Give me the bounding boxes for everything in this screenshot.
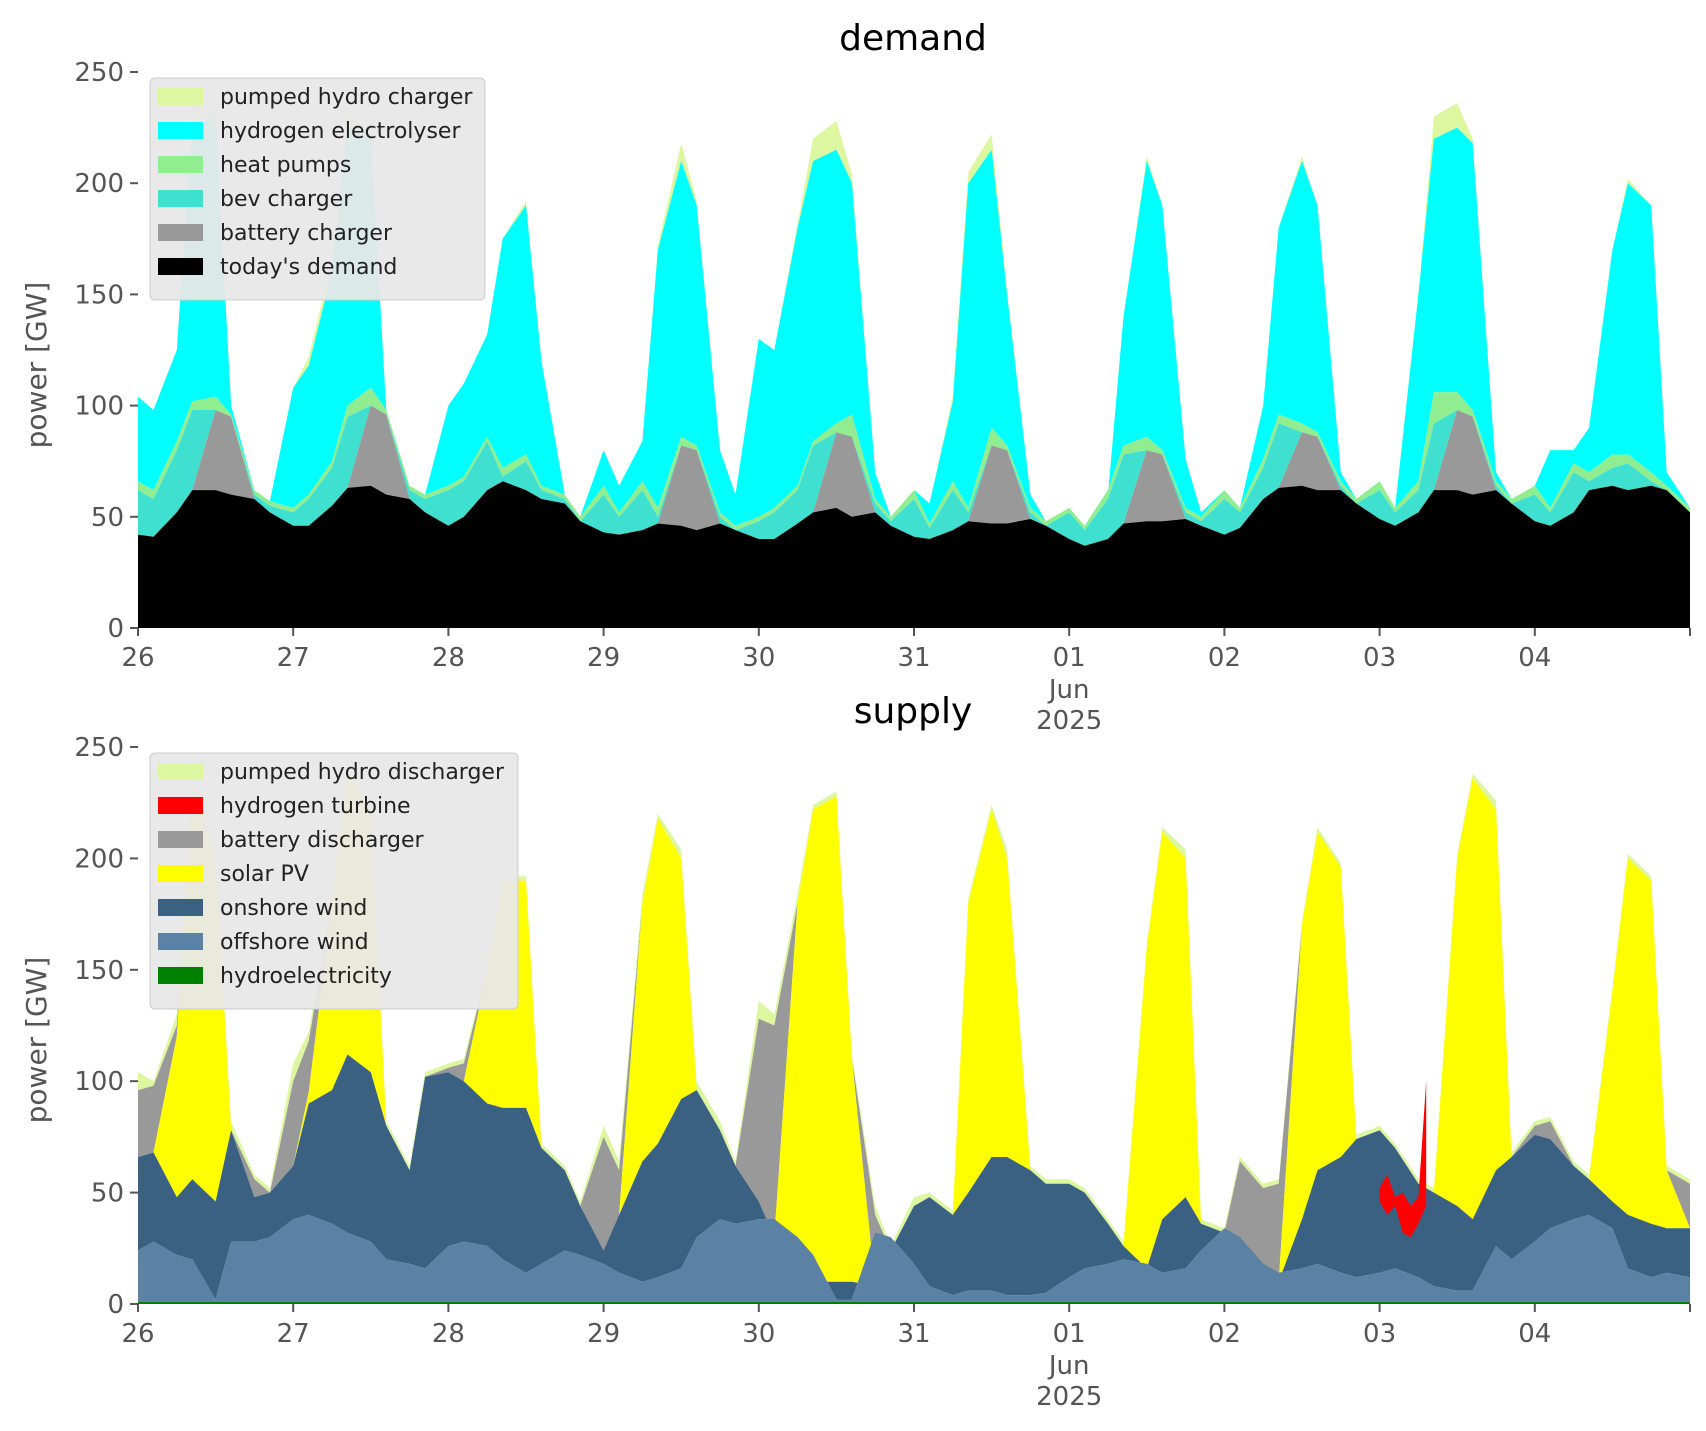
demand-areas bbox=[138, 103, 1690, 628]
supply-xtick-label: 31 bbox=[897, 1319, 930, 1349]
supply-legend-swatch bbox=[158, 967, 203, 984]
supply-ytick-label: 150 bbox=[74, 956, 124, 986]
supply-legend-swatch bbox=[158, 831, 203, 848]
supply-ytick-label: 0 bbox=[107, 1290, 124, 1320]
demand-legend-label: hydrogen electrolyser bbox=[220, 119, 461, 144]
demand-ytick-label: 50 bbox=[91, 503, 124, 533]
demand-xtick-label: 30 bbox=[742, 643, 775, 673]
solar-pv-area bbox=[138, 769, 1690, 1287]
demand-legend-swatch bbox=[158, 190, 203, 207]
supply-legend-label: pumped hydro discharger bbox=[220, 760, 505, 785]
supply-legend-swatch bbox=[158, 865, 203, 882]
supply-xtick-label: 27 bbox=[277, 1319, 310, 1349]
todays-demand-area bbox=[138, 481, 1690, 628]
demand-legend-swatch bbox=[158, 88, 203, 105]
supply-xtick-label: 01 bbox=[1053, 1319, 1086, 1349]
demand-legend-label: pumped hydro charger bbox=[220, 85, 473, 110]
hydrogen-electrolyser-area bbox=[138, 116, 1690, 526]
supply-xtick-label: 28 bbox=[432, 1319, 465, 1349]
supply-ytick-label: 100 bbox=[74, 1067, 124, 1097]
supply-legend-swatch bbox=[158, 763, 203, 780]
demand-ylabel: power [GW] bbox=[20, 282, 53, 449]
demand-xtick-label: 26 bbox=[121, 643, 154, 673]
supply-ytick-label: 250 bbox=[74, 733, 124, 763]
supply-ytick-label: 200 bbox=[74, 844, 124, 874]
demand-ytick-label: 250 bbox=[74, 58, 124, 88]
supply-panel: supply power [GW] 0 50 100 150 200 250 26 27 28 2… bbox=[20, 691, 1691, 1412]
demand-legend-swatch bbox=[158, 224, 203, 241]
demand-xtick-year: 2025 bbox=[1036, 706, 1102, 736]
supply-legend-label: offshore wind bbox=[220, 930, 369, 955]
supply-xtick-label: 26 bbox=[121, 1319, 154, 1349]
demand-panel: demand power [GW] 0 50 100 150 200 250 26 27 28 2… bbox=[20, 18, 1691, 736]
hydrogen-turbine-area bbox=[1379, 1081, 1427, 1238]
supply-areas bbox=[138, 769, 1690, 1304]
supply-legend-swatch bbox=[158, 899, 203, 916]
supply-xtick-label: 29 bbox=[587, 1319, 620, 1349]
demand-ytick-label: 100 bbox=[74, 392, 124, 422]
supply-legend-label: hydrogen turbine bbox=[220, 794, 411, 819]
supply-legend-label: hydroelectricity bbox=[220, 964, 392, 989]
supply-legend-swatch bbox=[158, 797, 203, 814]
demand-xtick-label: 01 bbox=[1053, 643, 1086, 673]
demand-legend-box bbox=[149, 77, 486, 301]
supply-legend-label: battery discharger bbox=[220, 828, 425, 853]
demand-legend-label: bev charger bbox=[220, 187, 353, 212]
supply-ytick-label: 50 bbox=[91, 1179, 124, 1209]
demand-ytick-label: 150 bbox=[74, 280, 124, 310]
supply-legend-label: onshore wind bbox=[220, 896, 367, 921]
demand-legend-swatch bbox=[158, 258, 203, 275]
hydroelectricity-area bbox=[138, 1301, 1690, 1304]
demand-xtick-label: 27 bbox=[277, 643, 310, 673]
bev-charger-area bbox=[138, 405, 1690, 546]
supply-legend-swatch bbox=[158, 933, 203, 950]
supply-legend-box bbox=[149, 752, 519, 1010]
supply-title: supply bbox=[854, 691, 973, 732]
demand-legend-label: today's demand bbox=[220, 255, 397, 280]
demand-legend-label: heat pumps bbox=[220, 153, 351, 178]
demand-ytick-label: 0 bbox=[107, 614, 124, 644]
supply-xtick-label: 30 bbox=[742, 1319, 775, 1349]
demand-title: demand bbox=[839, 18, 987, 59]
demand-xtick-label: 29 bbox=[587, 643, 620, 673]
demand-xtick-label: 28 bbox=[432, 643, 465, 673]
demand-xtick-month: Jun bbox=[1047, 675, 1090, 705]
supply-xtick-label: 03 bbox=[1363, 1319, 1396, 1349]
supply-legend: pumped hydro discharger hydrogen turbine b… bbox=[149, 752, 519, 1010]
demand-legend: pumped hydro charger hydrogen electrolyse… bbox=[149, 77, 486, 301]
onshore-wind-area bbox=[138, 1054, 1690, 1300]
demand-xtick-label: 31 bbox=[897, 643, 930, 673]
supply-xtick-label: 04 bbox=[1518, 1319, 1551, 1349]
demand-xtick-label: 03 bbox=[1363, 643, 1396, 673]
battery-charger-area bbox=[138, 405, 1690, 546]
demand-legend-label: battery charger bbox=[220, 221, 393, 246]
supply-legend-label: solar PV bbox=[220, 862, 309, 887]
supply-xtick-month: Jun bbox=[1047, 1351, 1090, 1381]
demand-legend-swatch bbox=[158, 122, 203, 139]
supply-ylabel: power [GW] bbox=[20, 957, 53, 1124]
offshore-wind-area bbox=[138, 1214, 1690, 1302]
demand-xtick-label: 04 bbox=[1518, 643, 1551, 673]
supply-xtick-label: 02 bbox=[1208, 1319, 1241, 1349]
demand-xtick-label: 02 bbox=[1208, 643, 1241, 673]
demand-legend-swatch bbox=[158, 156, 203, 173]
demand-ytick-label: 200 bbox=[74, 169, 124, 199]
supply-xtick-year: 2025 bbox=[1036, 1382, 1102, 1412]
